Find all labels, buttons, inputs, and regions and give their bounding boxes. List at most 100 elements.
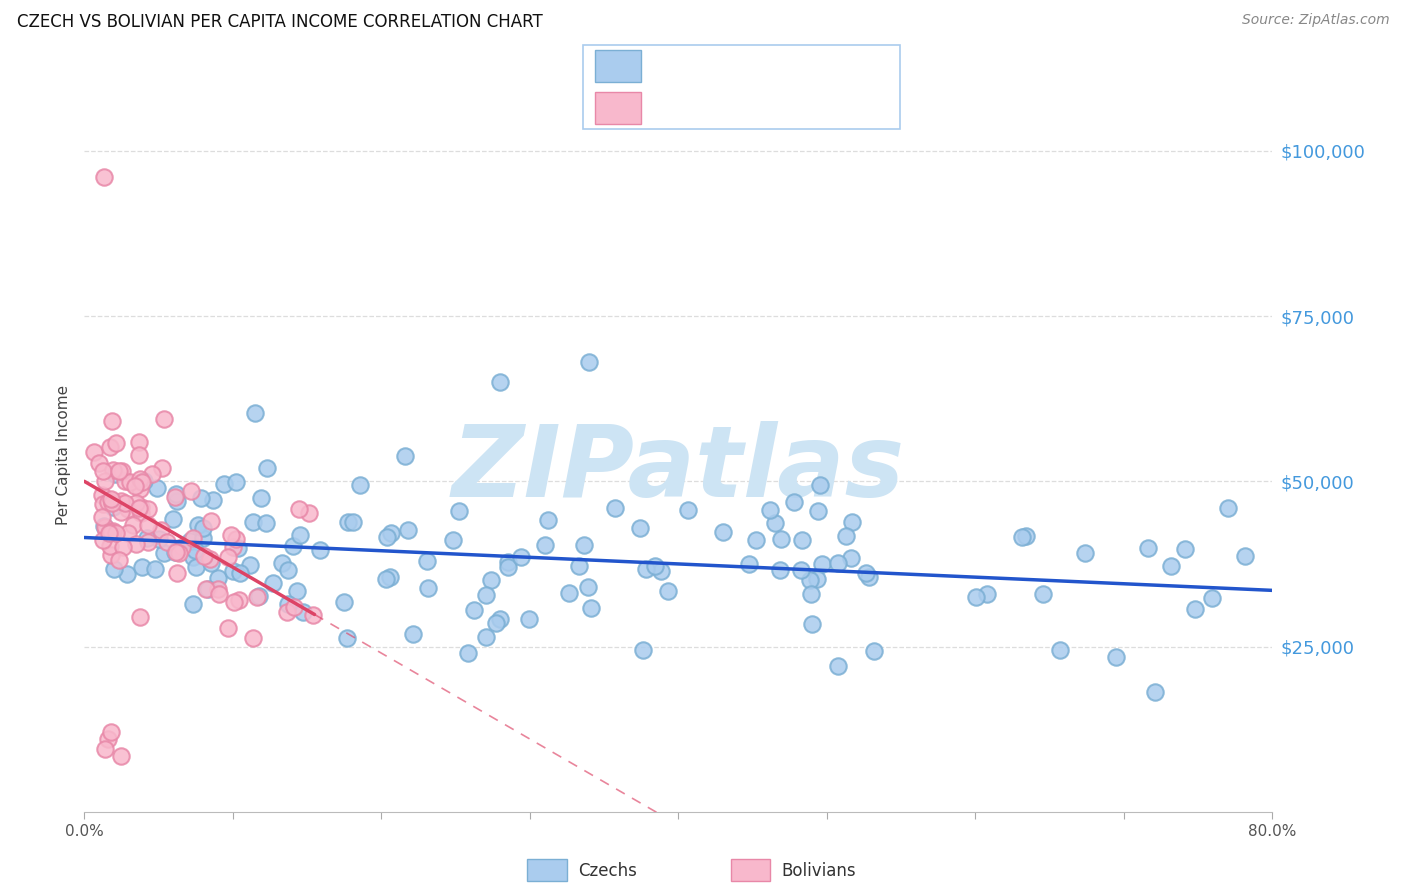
- Point: [197, 582, 219, 596]
- Point: [101, 414, 124, 428]
- Point: [225, 533, 247, 547]
- Point: [110, 505, 132, 519]
- Point: [835, 529, 858, 543]
- Point: [100, 524, 122, 539]
- Point: [242, 631, 264, 645]
- Point: [349, 478, 371, 492]
- Point: [801, 617, 824, 632]
- Point: [194, 582, 217, 597]
- Point: [107, 464, 129, 478]
- Point: [122, 518, 145, 533]
- Text: 88: 88: [807, 99, 832, 117]
- Point: [208, 587, 231, 601]
- Point: [128, 435, 150, 450]
- Text: Czechs: Czechs: [578, 862, 637, 880]
- Point: [630, 521, 652, 535]
- Point: [198, 551, 221, 566]
- Point: [758, 503, 780, 517]
- Point: [485, 615, 508, 630]
- Point: [111, 464, 134, 478]
- Point: [576, 580, 599, 594]
- Point: [769, 533, 792, 547]
- Point: [136, 517, 159, 532]
- Point: [276, 605, 298, 619]
- Point: [285, 584, 308, 599]
- Point: [1234, 549, 1257, 563]
- Point: [103, 562, 125, 576]
- Point: [101, 500, 124, 515]
- Point: [375, 530, 398, 544]
- Point: [375, 572, 398, 586]
- Point: [187, 518, 209, 533]
- Point: [380, 525, 402, 540]
- Point: [603, 501, 626, 516]
- Point: [97, 732, 120, 747]
- Text: 136: 136: [807, 57, 845, 75]
- Point: [1174, 541, 1197, 556]
- Point: [193, 531, 215, 545]
- Point: [115, 567, 138, 582]
- Y-axis label: Per Capita Income: Per Capita Income: [56, 384, 72, 525]
- Point: [145, 481, 167, 495]
- Point: [112, 540, 135, 554]
- Point: [94, 524, 117, 538]
- Point: [166, 566, 188, 580]
- Point: [333, 595, 356, 609]
- Point: [186, 559, 208, 574]
- Point: [166, 493, 188, 508]
- Point: [769, 563, 792, 577]
- Point: [148, 532, 170, 546]
- Point: [416, 554, 439, 568]
- Point: [131, 500, 153, 515]
- Point: [262, 576, 284, 591]
- Point: [87, 456, 110, 470]
- Point: [207, 582, 229, 596]
- Point: [1032, 587, 1054, 601]
- Point: [100, 548, 122, 562]
- Point: [288, 502, 311, 516]
- Point: [153, 412, 176, 426]
- Point: [1201, 591, 1223, 605]
- Point: [114, 474, 136, 488]
- Point: [101, 463, 124, 477]
- Point: [855, 566, 877, 581]
- Point: [416, 581, 439, 595]
- Point: [827, 659, 849, 673]
- Point: [839, 550, 862, 565]
- Point: [270, 556, 292, 570]
- Point: [498, 555, 520, 569]
- Text: R = -0.233: R = -0.233: [655, 57, 752, 75]
- Point: [101, 496, 124, 510]
- Point: [489, 376, 512, 390]
- Point: [254, 516, 277, 530]
- Point: [110, 494, 132, 508]
- Point: [225, 475, 247, 489]
- Point: [97, 494, 120, 508]
- Point: [738, 558, 761, 572]
- Point: [1049, 643, 1071, 657]
- Point: [402, 627, 425, 641]
- Point: [863, 643, 886, 657]
- Point: [810, 557, 832, 571]
- Text: N =: N =: [779, 99, 818, 117]
- Point: [91, 497, 114, 511]
- Point: [636, 562, 658, 576]
- Point: [170, 540, 193, 554]
- Point: [841, 515, 863, 529]
- Point: [242, 515, 264, 529]
- Point: [1011, 530, 1033, 544]
- Point: [247, 589, 270, 603]
- Point: [110, 748, 132, 763]
- Point: [181, 549, 204, 564]
- Point: [117, 526, 139, 541]
- Point: [129, 506, 152, 520]
- Point: [568, 558, 591, 573]
- Point: [120, 475, 142, 489]
- Point: [165, 545, 187, 559]
- Point: [94, 520, 117, 534]
- Point: [806, 572, 828, 586]
- Point: [1074, 546, 1097, 560]
- Point: [790, 563, 813, 577]
- Point: [228, 593, 250, 607]
- Point: [108, 553, 131, 567]
